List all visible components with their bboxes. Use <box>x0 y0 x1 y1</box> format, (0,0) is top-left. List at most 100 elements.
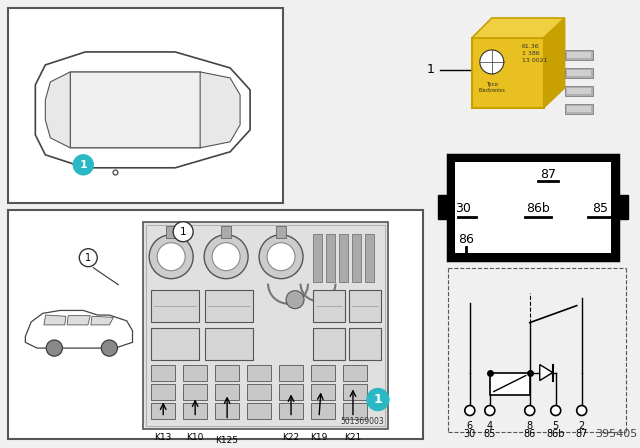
Bar <box>566 106 591 112</box>
Text: K22: K22 <box>282 434 300 443</box>
Text: 87: 87 <box>575 430 588 439</box>
Bar <box>247 365 271 380</box>
Bar <box>151 290 199 322</box>
Bar <box>279 365 303 380</box>
Bar <box>566 52 591 58</box>
Bar <box>146 225 385 426</box>
Circle shape <box>149 235 193 279</box>
Bar <box>8 8 283 203</box>
Bar <box>221 226 231 238</box>
Bar <box>343 383 367 400</box>
Bar <box>215 402 239 418</box>
Text: 85: 85 <box>591 202 607 215</box>
Circle shape <box>173 222 193 242</box>
Circle shape <box>367 388 389 410</box>
Bar <box>166 226 176 238</box>
Text: K19: K19 <box>310 434 328 443</box>
Bar <box>349 327 381 360</box>
Bar <box>313 234 322 282</box>
Circle shape <box>212 243 240 271</box>
Bar <box>205 327 253 360</box>
Polygon shape <box>67 316 90 325</box>
Circle shape <box>577 405 587 415</box>
Bar <box>490 373 530 395</box>
Polygon shape <box>44 315 66 325</box>
Circle shape <box>465 405 475 415</box>
Text: 4: 4 <box>487 421 493 431</box>
Bar <box>326 234 335 282</box>
Bar <box>352 234 361 282</box>
Polygon shape <box>35 52 250 168</box>
Polygon shape <box>472 18 564 38</box>
Text: 86: 86 <box>524 430 536 439</box>
Circle shape <box>101 340 118 356</box>
Bar <box>448 155 618 260</box>
Bar <box>143 222 388 430</box>
Circle shape <box>46 340 63 356</box>
Text: K125: K125 <box>216 436 239 445</box>
Bar <box>564 86 593 96</box>
Bar <box>339 234 348 282</box>
Bar <box>564 68 593 78</box>
Circle shape <box>485 405 495 415</box>
Circle shape <box>157 243 185 271</box>
Bar <box>279 383 303 400</box>
Bar <box>8 210 423 439</box>
Text: 86b: 86b <box>547 430 565 439</box>
Bar <box>311 365 335 380</box>
Text: 395405: 395405 <box>595 430 637 439</box>
Bar <box>438 195 448 219</box>
Bar <box>247 402 271 418</box>
Text: 8: 8 <box>527 421 533 431</box>
Text: 1 386: 1 386 <box>522 51 540 56</box>
Bar <box>566 70 591 76</box>
Circle shape <box>480 50 504 74</box>
Bar <box>151 327 199 360</box>
Text: 86: 86 <box>458 233 474 246</box>
Text: 2: 2 <box>579 421 585 431</box>
Text: 87: 87 <box>540 168 556 181</box>
Circle shape <box>79 249 97 267</box>
Bar <box>215 365 239 380</box>
Circle shape <box>551 405 561 415</box>
Bar <box>311 402 335 418</box>
Bar <box>279 402 303 418</box>
Bar <box>313 327 345 360</box>
Text: Tyco: Tyco <box>486 82 498 87</box>
Bar <box>183 365 207 380</box>
Bar <box>343 402 367 418</box>
Polygon shape <box>26 310 132 348</box>
Text: 5: 5 <box>552 421 559 431</box>
Bar <box>566 88 591 94</box>
Text: 1: 1 <box>180 227 186 237</box>
Circle shape <box>259 235 303 279</box>
Bar <box>564 50 593 60</box>
Text: K21: K21 <box>344 434 362 443</box>
Polygon shape <box>200 72 240 148</box>
Circle shape <box>286 291 304 309</box>
Polygon shape <box>544 18 564 108</box>
Bar <box>183 402 207 418</box>
Bar <box>151 365 175 380</box>
Bar <box>349 290 381 322</box>
Bar <box>472 38 544 108</box>
Text: K10: K10 <box>186 434 204 443</box>
Text: 30: 30 <box>464 430 476 439</box>
Bar <box>183 383 207 400</box>
Text: 85: 85 <box>484 430 496 439</box>
Text: 1: 1 <box>427 64 435 77</box>
Circle shape <box>525 405 535 415</box>
Bar <box>151 383 175 400</box>
Bar <box>455 162 611 253</box>
Bar <box>205 290 253 322</box>
Text: 1: 1 <box>374 393 382 406</box>
Text: 1: 1 <box>79 160 87 170</box>
Circle shape <box>204 235 248 279</box>
Text: 1: 1 <box>85 253 92 263</box>
Bar <box>365 234 374 282</box>
Bar <box>564 104 593 114</box>
Text: 501369003: 501369003 <box>340 418 384 426</box>
Polygon shape <box>70 72 210 148</box>
Bar <box>276 226 286 238</box>
Bar <box>311 383 335 400</box>
